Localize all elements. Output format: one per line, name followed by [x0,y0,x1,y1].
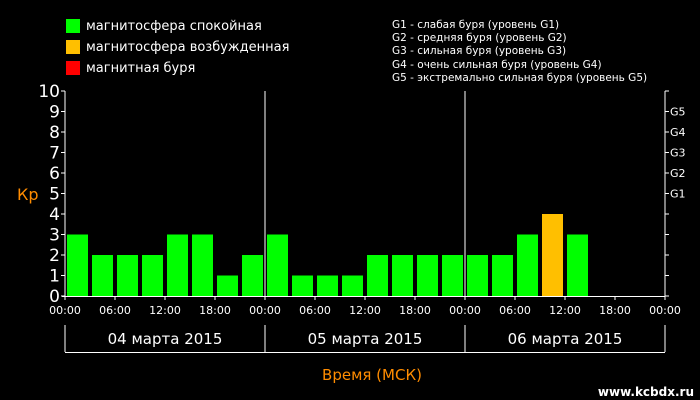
y-tick-label: 6 [49,164,60,184]
x-tick-label: 12:00 [349,304,381,317]
g-level-g5: G5 - экстремально сильная буря (уровень … [392,71,648,84]
legend-item-storm: магнитная буря [66,59,195,77]
g-level-g4: G4 - очень сильная буря (уровень G4) [392,58,602,71]
y-tick-label: 0 [49,287,60,307]
x-tick-label: 18:00 [599,304,631,317]
y-axis-title: Кр [17,185,39,204]
kp-bar [492,255,513,296]
x-tick-label: 18:00 [199,304,231,317]
day-label: 06 марта 2015 [508,330,623,348]
x-axis-title: Время (МСК) [322,366,422,384]
kp-bar [267,234,288,296]
legend-label-storm: магнитная буря [86,60,196,76]
x-tick-label: 06:00 [299,304,331,317]
watermark: www.kcbdx.ru [598,385,694,399]
g-scale-label: G4 [670,126,686,139]
y-tick-label: 10 [38,82,60,102]
y-tick-label: 1 [49,267,60,287]
x-tick-label: 12:00 [149,304,181,317]
g-level-g2: G2 - средняя буря (уровень G2) [392,32,567,45]
y-tick-label: 9 [49,103,60,123]
y-tick-label: 5 [49,185,60,205]
y-tick-label: 4 [49,205,60,225]
y-tick-label: 8 [49,123,60,143]
kp-bar [167,234,188,296]
g-level-g3: G3 - сильная буря (уровень G3) [392,45,567,58]
kp-bar [567,234,588,296]
kp-bar [292,275,313,296]
kp-bar [417,255,438,296]
legend-label-quiet: магнитосфера спокойная [86,18,262,34]
x-tick-label: 06:00 [99,304,131,317]
g-scale-label: G5 [670,106,686,119]
kp-bar [92,255,113,296]
g-scale-label: G3 [670,147,686,160]
kp-bar [517,234,538,296]
kp-bar [242,255,263,296]
kp-bar [117,255,138,296]
kp-bar [342,275,363,296]
legend-swatch-quiet [66,19,80,33]
legend-item-active: магнитосфера возбужденная [66,38,289,56]
x-tick-label: 18:00 [399,304,431,317]
kp-bar [217,275,238,296]
kp-bar [467,255,488,296]
legend-swatch-active [66,40,80,54]
kp-bar [317,275,338,296]
y-tick-label: 3 [49,226,60,246]
kp-bar [542,214,563,296]
day-label: 04 марта 2015 [108,330,223,348]
x-tick-label: 00:00 [649,304,681,317]
legend-swatch-storm [66,61,80,75]
kp-bar [367,255,388,296]
g-scale-label: G1 [670,188,686,201]
x-tick-label: 12:00 [549,304,581,317]
x-tick-label: 06:00 [499,304,531,317]
kp-bar [142,255,163,296]
kp-bar [442,255,463,296]
kp-bar [392,255,413,296]
x-tick-label: 00:00 [49,304,81,317]
day-label: 05 марта 2015 [308,330,423,348]
x-tick-label: 00:00 [249,304,281,317]
legend-item-quiet: магнитосфера спокойная [66,17,262,35]
g-level-legend: G1 - слабая буря (уровень G1) G2 - средн… [392,19,647,85]
g-level-g1: G1 - слабая буря (уровень G1) [392,19,560,31]
x-tick-label: 00:00 [449,304,481,317]
g-scale-label: G2 [670,167,686,180]
y-tick-label: 2 [49,246,60,266]
y-tick-label: 7 [49,144,60,164]
legend-label-active: магнитосфера возбужденная [86,39,290,55]
kp-bar [192,234,213,296]
kp-bar [67,234,88,296]
